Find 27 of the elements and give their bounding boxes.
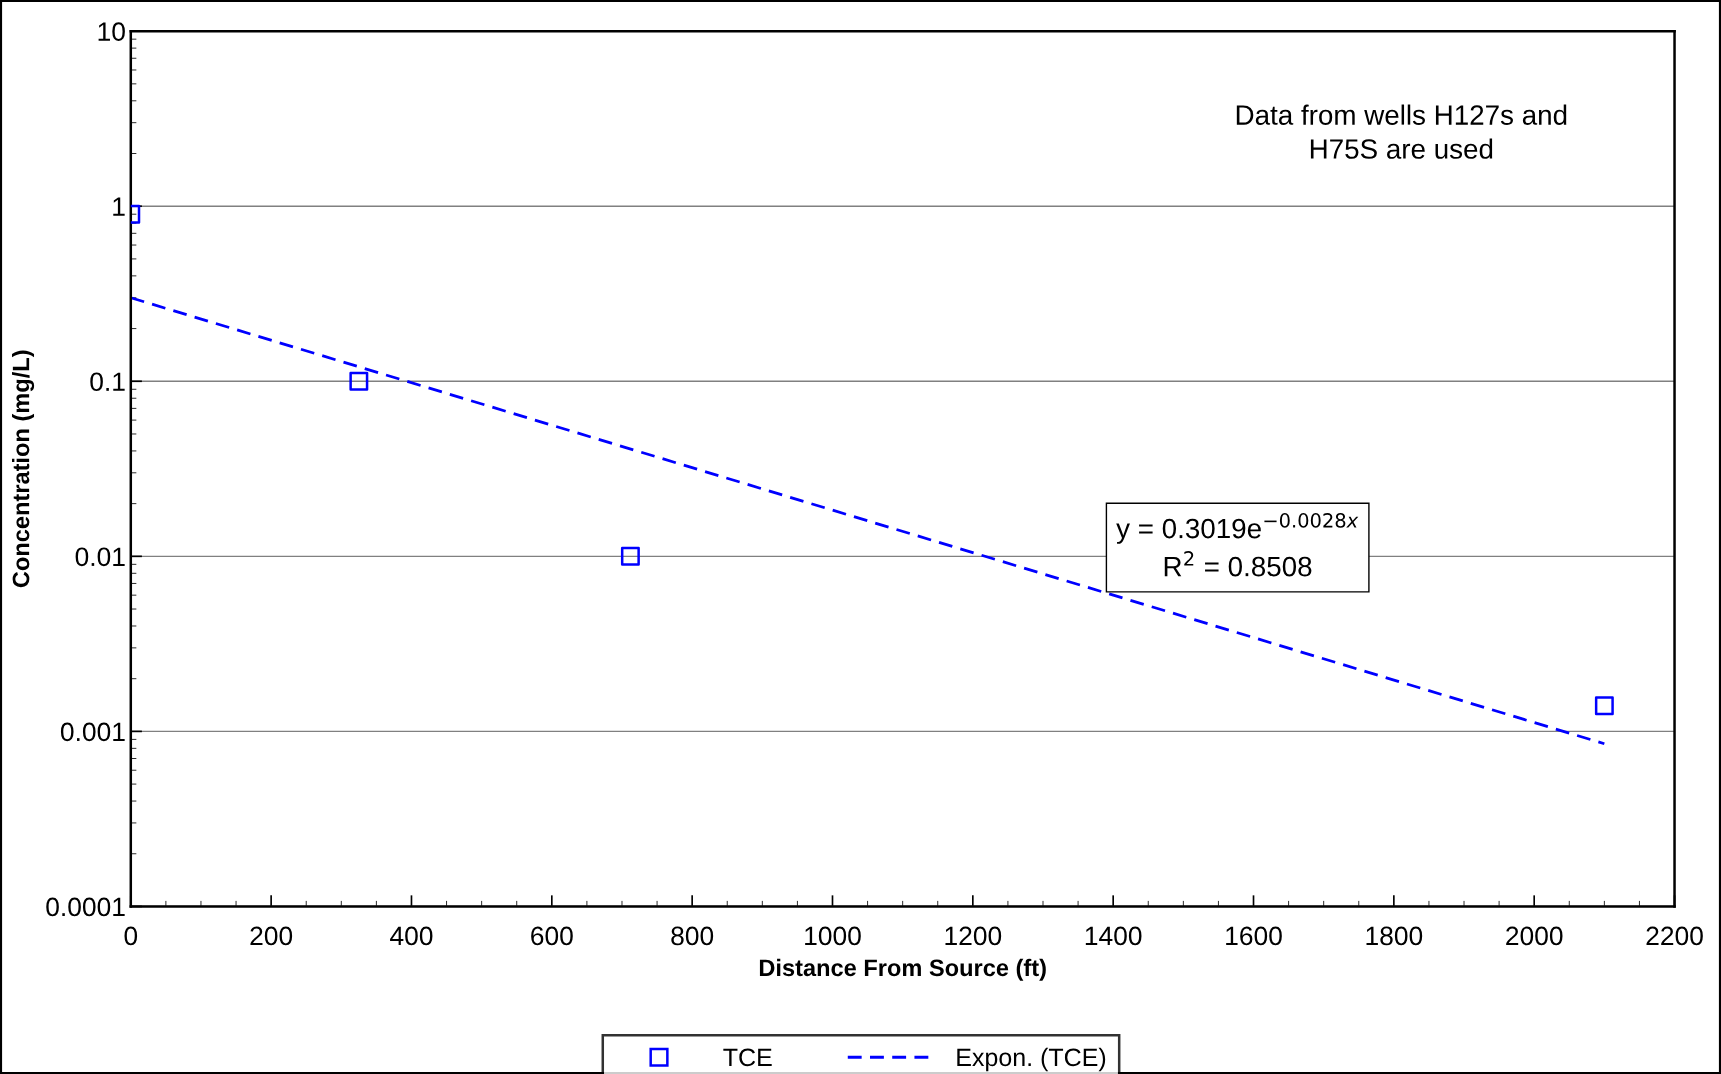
x-tick-label: 2000 [1506,926,1563,946]
text: y = 0.3019e$^{−0.0028x}$ R$^{2}$ = 0.8508 [1116,513,1359,577]
y-tick-label: 10 [98,22,125,41]
legend-label: Expon. (TCE) [957,1047,1106,1072]
point [349,371,369,391]
x-tick-label: 0 [124,926,138,946]
x-tick-label: 400 [390,926,433,946]
y-tick-label: 1 [113,197,125,216]
x-tick-label: 1400 [1085,926,1142,946]
x-tick-label: 1800 [1366,926,1423,946]
x-tick-label: 1600 [1226,926,1282,946]
y-tick-label: 0.1 [90,372,125,392]
x-tick-label: 1000 [805,926,861,946]
y-tick-label: 0.01 [75,547,125,567]
x-tick-label: 2200 [1646,926,1703,946]
y-axis-title: Concentration (mg/L) [12,350,35,588]
point [620,546,640,566]
x-tick-label: 600 [531,926,573,946]
x-axis-title: Distance From Source (ft) [759,958,1046,981]
x-tick-label: 1200 [945,926,1002,946]
point [1594,696,1614,716]
annotation: Data from wells H127s and H75S are used [1236,104,1567,159]
y-tick-label: 0.0001 [46,897,125,917]
x-tick-label: 200 [250,926,293,946]
y-tick-label: 0.001 [60,722,125,742]
legend-label: TCE [723,1048,772,1067]
x-tick-label: 800 [671,926,714,946]
